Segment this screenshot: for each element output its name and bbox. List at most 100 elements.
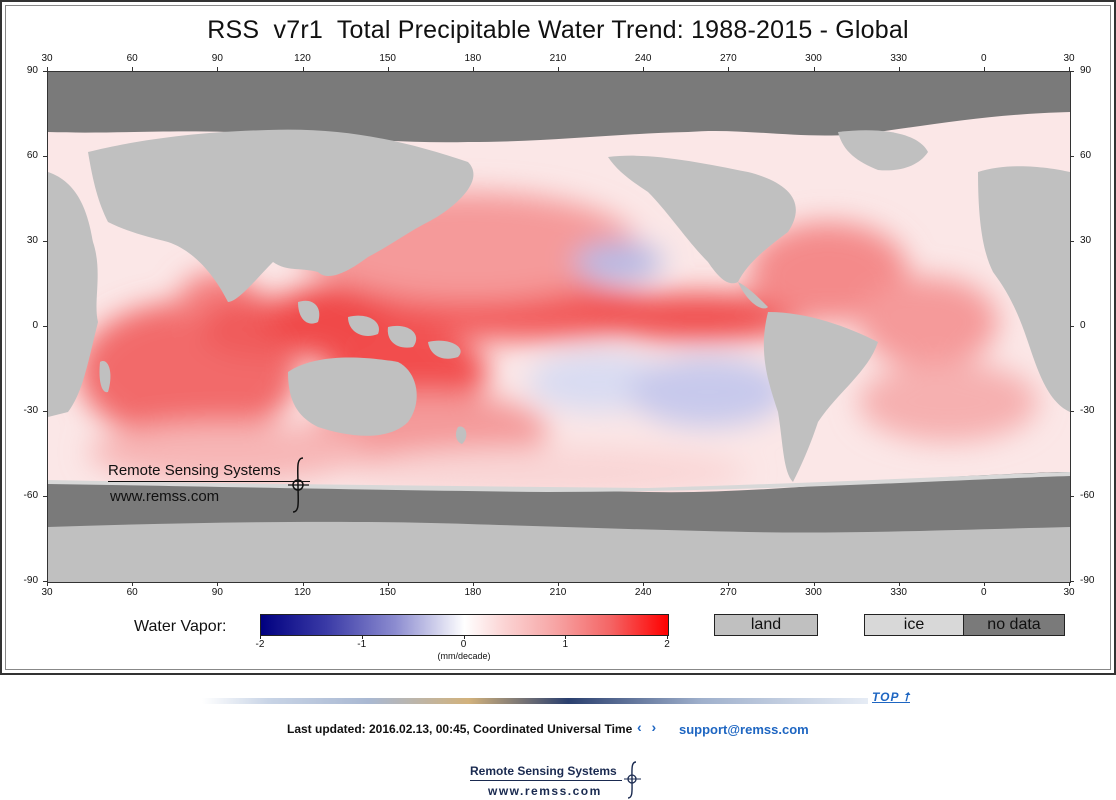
land-borneo [348, 315, 379, 337]
colorbar-tick-label: -1 [357, 639, 367, 650]
colorbar-tick-mark [667, 635, 668, 639]
legend-no-data: no data [963, 614, 1065, 636]
land-malay [298, 300, 320, 324]
x-tick-label-bot: 270 [719, 587, 737, 598]
land-sulawesi [387, 325, 417, 348]
y-tick-mark [43, 156, 47, 157]
land-new-guinea [428, 340, 461, 359]
x-tick-label-bot: 120 [294, 587, 311, 598]
last-updated-text: Last updated: 2016.02.13, 00:45, Coordin… [287, 722, 633, 736]
land-japan [377, 201, 391, 232]
x-tick-mark [983, 67, 985, 71]
x-tick-label-top: 150 [379, 53, 396, 64]
x-tick-mark [472, 67, 474, 71]
land-asia [88, 129, 474, 302]
y-tick-mark [1070, 156, 1074, 157]
trend-field [78, 192, 1038, 497]
colorbar-tick-mark [260, 635, 261, 639]
x-tick-label-top: 240 [634, 53, 652, 64]
trend-northeast-pacific-cool [573, 242, 663, 282]
y-tick-mark [43, 71, 47, 72]
x-tick-label-bot: 300 [805, 587, 822, 598]
y-tick-mark [43, 326, 47, 327]
land-australia [288, 357, 417, 436]
footer-divider [202, 698, 868, 704]
integral-icon [288, 457, 309, 513]
x-tick-mark [898, 582, 900, 586]
x-tick-label-top: 300 [805, 53, 822, 64]
trend-south-pacific-cool [628, 357, 788, 427]
x-tick-mark [813, 67, 815, 71]
y-tick-label-right: 0 [1080, 320, 1086, 331]
x-tick-label-bot: 330 [890, 587, 907, 598]
y-tick-mark [1070, 71, 1074, 72]
colorbar-units: (mm/decade) [437, 651, 491, 661]
colorbar-tick-label: 1 [562, 639, 569, 650]
x-tick-label-top: 180 [464, 53, 482, 64]
land-madagascar [99, 361, 111, 393]
x-tick-label-top: 120 [294, 53, 311, 64]
colorbar-tick-mark [565, 635, 567, 639]
y-tick-label-left: 30 [26, 235, 38, 246]
legend-land: land [714, 614, 818, 636]
x-tick-label-bot: 210 [549, 587, 567, 598]
x-tick-label-bot: 150 [379, 587, 396, 598]
footer-logo[interactable]: Remote Sensing Systems www.remss.com [470, 760, 650, 800]
no-data-arctic [48, 72, 1070, 143]
y-tick-mark [1070, 581, 1074, 582]
y-tick-label-right: 30 [1080, 235, 1092, 246]
y-tick-mark [1070, 411, 1074, 412]
rss-logo-inset: Remote Sensing Systems www.remss.com [60, 455, 320, 515]
colorbar [260, 614, 669, 636]
x-tick-label-bot: 60 [126, 587, 138, 598]
x-tick-mark [558, 582, 559, 586]
y-tick-mark [1070, 496, 1074, 497]
trend-north-atlantic [748, 222, 908, 322]
trend-south-atlantic [858, 362, 1038, 442]
y-tick-label-left: -60 [23, 490, 38, 501]
x-tick-label-top: 330 [890, 53, 907, 64]
y-tick-label-right: 60 [1080, 150, 1092, 161]
colorbar-tick-label: 2 [664, 639, 670, 650]
x-tick-label-top: 90 [211, 53, 223, 64]
y-tick-label-left: -30 [23, 405, 38, 416]
x-tick-mark [1069, 582, 1070, 586]
x-tick-mark [132, 67, 134, 71]
trend-heatmap [48, 72, 1070, 582]
x-tick-mark [387, 67, 389, 71]
x-tick-label-bot: 30 [41, 587, 53, 598]
x-tick-mark [387, 582, 389, 586]
x-tick-label-top: 0 [981, 53, 987, 64]
y-tick-label-right: 90 [1080, 65, 1092, 76]
y-tick-mark [43, 496, 47, 497]
x-tick-label-bot: 90 [211, 587, 223, 598]
colorbar-tick-mark [463, 635, 465, 639]
y-tick-mark [43, 411, 47, 412]
land-new-zealand [455, 426, 467, 444]
legend-ice: ice [864, 614, 964, 636]
x-tick-mark [728, 582, 730, 586]
x-tick-mark [643, 582, 645, 586]
y-tick-mark [1070, 241, 1074, 242]
x-tick-label-bot: 30 [1063, 587, 1075, 598]
nav-arrows-icon[interactable]: ‹ › [637, 719, 660, 735]
x-tick-mark [813, 582, 815, 586]
colorbar-tick-label: -2 [255, 639, 265, 650]
trend-itcz-east [588, 293, 808, 341]
y-tick-label-left: 90 [26, 65, 38, 76]
support-email-link[interactable]: support@remss.com [679, 722, 809, 737]
logo-url: www.remss.com [110, 488, 220, 505]
y-tick-label-right: -30 [1080, 405, 1095, 416]
y-tick-mark [1070, 326, 1074, 327]
land-south-america [763, 312, 878, 482]
x-tick-mark [47, 582, 48, 586]
land-antarctica [48, 521, 1070, 582]
top-link[interactable]: TOP ⭡ [872, 690, 910, 704]
land-europe-africa-east [978, 166, 1070, 412]
footer-logo-name: Remote Sensing Systems [470, 764, 617, 778]
x-tick-mark [558, 67, 559, 71]
logo-name: Remote Sensing Systems [108, 462, 281, 479]
trend-tropical-atlantic [858, 277, 998, 367]
x-tick-mark [302, 67, 304, 71]
land-central-america [738, 282, 768, 309]
